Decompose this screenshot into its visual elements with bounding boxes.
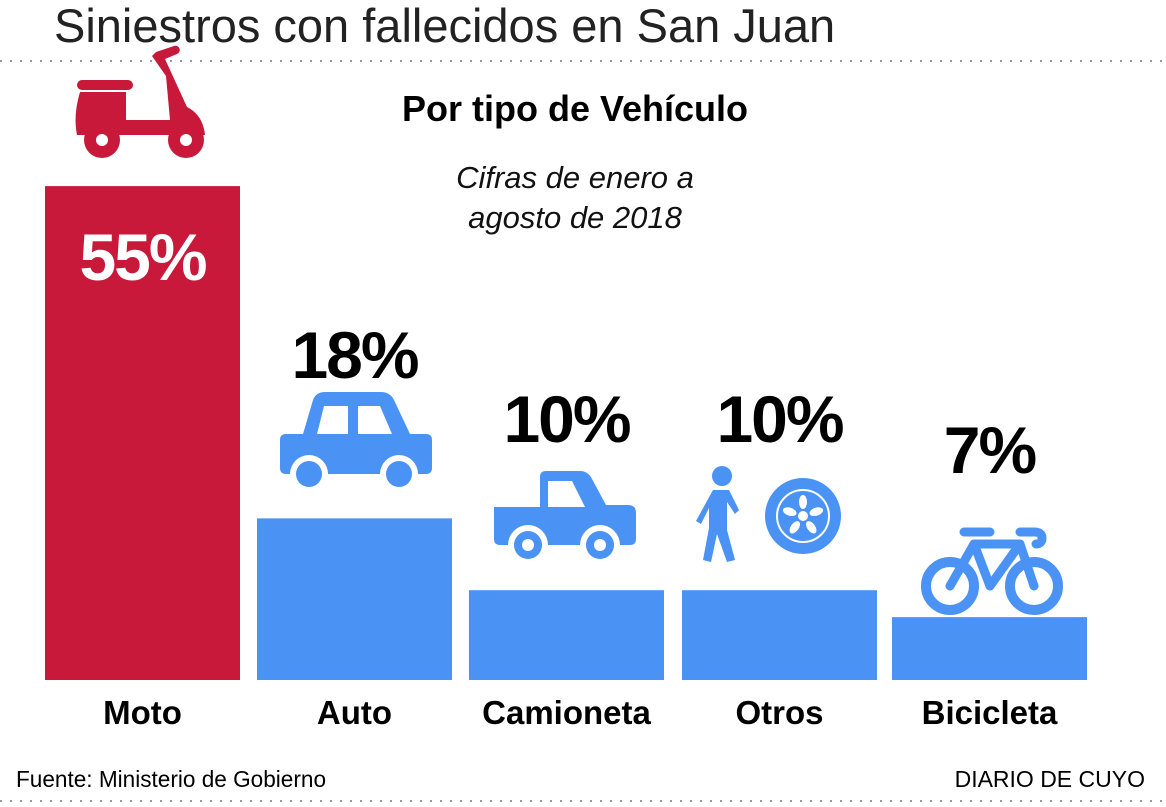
- bar-moto: [45, 186, 240, 680]
- main-title: Siniestros con fallecidos en San Juan: [54, 0, 835, 52]
- category-label: Auto: [317, 694, 392, 731]
- source-note: Fuente: Ministerio de Gobierno: [16, 766, 326, 792]
- chart-subtitle-line-2: agosto de 2018: [468, 200, 683, 235]
- category-label: Otros: [735, 694, 823, 731]
- pedestrian-icon: [696, 466, 739, 562]
- brand-name: DIARIO DE CUYO: [955, 766, 1145, 792]
- value-label: 55%: [79, 220, 205, 294]
- bar-auto: [257, 518, 452, 680]
- chart-title: Por tipo de Vehículo: [402, 88, 748, 129]
- bicycle-icon: [921, 527, 1063, 615]
- category-label: Moto: [103, 694, 182, 731]
- scooter-icon: [75, 45, 205, 158]
- pedestrian-and-wheel-icon: [696, 466, 841, 562]
- bar-otros: [682, 590, 877, 680]
- value-label: 10%: [503, 382, 629, 456]
- car-icon: [280, 392, 432, 493]
- value-label: 18%: [291, 318, 417, 392]
- chart-subtitle-line-1: Cifras de enero a: [456, 160, 694, 195]
- category-label: Bicicleta: [922, 694, 1058, 731]
- category-label: Camioneta: [482, 694, 651, 731]
- pickup-truck-icon: [494, 471, 636, 565]
- wheel-icon: [765, 478, 841, 554]
- value-label: 10%: [716, 382, 842, 456]
- bar-camioneta: [469, 590, 664, 680]
- value-label: 7%: [944, 413, 1036, 487]
- bar-bicicleta: [892, 617, 1087, 680]
